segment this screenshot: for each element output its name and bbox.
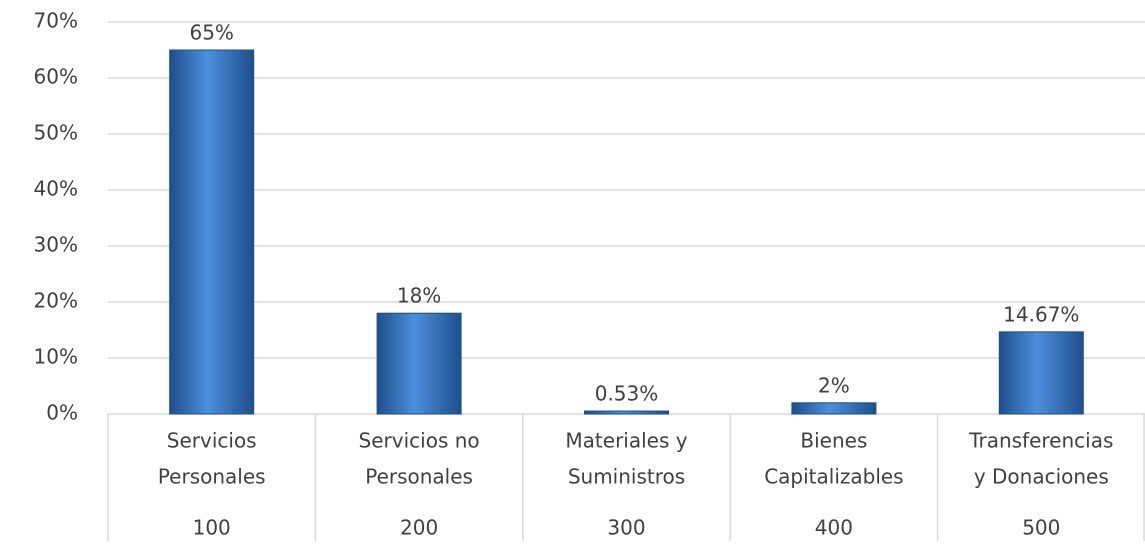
y-tick-label: 60%: [34, 65, 78, 89]
x-group-label: 100: [193, 516, 231, 540]
bar: [169, 49, 255, 415]
bar: [584, 410, 669, 415]
y-tick-label: 40%: [34, 177, 78, 201]
data-label: 2%: [818, 373, 850, 397]
y-tick-label: 30%: [34, 233, 78, 257]
bar: [791, 402, 877, 415]
data-label: 0.53%: [595, 382, 659, 406]
bar: [376, 312, 462, 415]
x-tick-label: Servicios no: [359, 429, 480, 453]
y-tick-label: 50%: [34, 121, 78, 145]
x-tick-label: Servicios: [167, 429, 257, 453]
x-tick-label: Personales: [365, 465, 473, 489]
data-label: 14.67%: [1003, 302, 1079, 326]
x-tick-label: y Donaciones: [974, 465, 1109, 489]
y-tick-label: 70%: [34, 9, 78, 33]
x-tick-label: Suministros: [568, 465, 685, 489]
data-label: 65%: [189, 21, 233, 45]
x-group-label: 500: [1022, 516, 1060, 540]
x-tick-label: Capitalizables: [764, 465, 903, 489]
x-tick-label: Transferencias: [968, 429, 1113, 453]
x-tick-label: Personales: [158, 465, 266, 489]
x-group-label: 200: [400, 516, 438, 540]
x-group-label: 400: [815, 516, 853, 540]
bar: [998, 331, 1084, 415]
x-group-label: 300: [607, 516, 645, 540]
y-tick-label: 10%: [34, 345, 78, 369]
y-tick-label: 20%: [34, 289, 78, 313]
data-label: 18%: [397, 284, 441, 308]
y-tick-label: 0%: [46, 401, 78, 425]
x-tick-label: Bienes: [800, 429, 867, 453]
x-tick-label: Materiales y: [565, 429, 687, 453]
